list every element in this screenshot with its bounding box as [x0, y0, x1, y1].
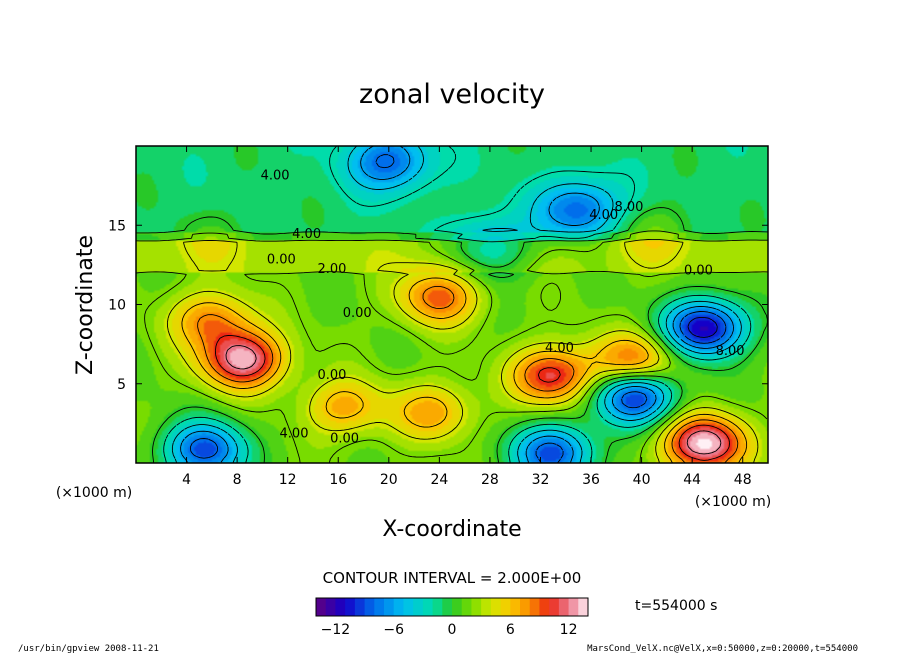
time-text: t=554000 s — [635, 598, 717, 614]
contour-label: 0.00 — [317, 368, 346, 383]
colorbar-swatch — [403, 598, 414, 616]
colorbar-swatch — [500, 598, 511, 616]
colorbar-swatch — [345, 598, 356, 616]
colorbar-swatch — [568, 598, 579, 616]
colorbar-swatch — [354, 598, 366, 616]
colorbar-swatch — [316, 598, 327, 616]
colorbar-swatch — [452, 598, 463, 616]
colorbar-tick-label: 6 — [506, 622, 515, 638]
colorbar-swatch — [510, 598, 521, 616]
x-unit-label: (×1000 m) — [695, 494, 771, 510]
colorbar-swatch — [471, 598, 482, 616]
colorbar-swatch — [578, 598, 589, 616]
x-tick-label: 12 — [279, 472, 297, 488]
z-unit-label: (×1000 m) — [56, 485, 132, 501]
colorbar-swatch — [461, 598, 472, 616]
y-tick-label: 5 — [117, 377, 126, 393]
colorbar-swatch — [364, 598, 375, 616]
x-tick-label: 16 — [329, 472, 347, 488]
x-tick-label: 36 — [582, 472, 600, 488]
y-axis-label: Z-coordinate — [73, 235, 98, 375]
colorbar-swatch — [481, 598, 492, 616]
colorbar-swatch — [432, 598, 443, 616]
footer-right: MarsCond_VelX.nc@VelX,x=0:50000,z=0:2000… — [587, 644, 858, 654]
colorbar-swatch — [549, 598, 560, 616]
x-tick-label: 40 — [633, 472, 651, 488]
contour-label: 8.00 — [614, 200, 643, 215]
contour-label: 0.00 — [343, 306, 372, 321]
x-tick-label: 4 — [182, 472, 191, 488]
contour-label: 0.00 — [267, 252, 296, 267]
colorbar-swatch — [374, 598, 385, 616]
contour-label: 4.00 — [589, 208, 618, 223]
colorbar-swatch — [384, 598, 395, 616]
y-tick-label: 15 — [108, 218, 126, 234]
colorbar-swatch — [393, 598, 404, 616]
colorbar — [316, 598, 589, 616]
colorbar-swatch — [539, 598, 550, 616]
contour-interval-text: CONTOUR INTERVAL = 2.000E+00 — [323, 569, 582, 587]
x-tick-label: 20 — [380, 472, 398, 488]
y-tick-label: 10 — [108, 298, 126, 314]
contour-positive — [136, 207, 768, 463]
colorbar-swatch — [325, 598, 336, 616]
colorbar-swatch — [413, 598, 424, 616]
contour-labels: 4.00 4.00 0.00 2.00 0.00 0.00 4.00 0.00 4.00 4.00… — [261, 168, 745, 446]
contour-label: 0.00 — [684, 263, 713, 278]
colorbar-swatch — [520, 598, 531, 616]
colorbar-tick-label: 12 — [560, 622, 578, 638]
x-tick-label: 8 — [233, 472, 242, 488]
chart-title: zonal velocity — [359, 79, 545, 110]
colorbar-frame — [315, 597, 589, 617]
footer-left: /usr/bin/gpview 2008-11-21 — [18, 644, 159, 654]
contour-label: 0.00 — [330, 431, 359, 446]
contour-label: 4.00 — [261, 168, 290, 183]
x-axis-label: X-coordinate — [382, 517, 521, 542]
colorbar-tick-label: 0 — [448, 622, 457, 638]
contour-label: 8.00 — [716, 344, 745, 359]
colorbar-swatch — [490, 598, 502, 616]
colorbar-swatch — [422, 598, 434, 616]
contour-label: 2.00 — [317, 262, 346, 277]
heatmap-field — [136, 146, 768, 463]
colorbar-tick-label: −6 — [383, 622, 404, 638]
colorbar-swatch — [442, 598, 453, 616]
contour-label: 4.00 — [292, 227, 321, 242]
contour-label: 4.00 — [280, 427, 309, 442]
x-tick-label: 28 — [481, 472, 499, 488]
colorbar-ticks: −12 −6 0 6 12 — [321, 622, 578, 638]
x-tick-label: 44 — [683, 472, 701, 488]
contour-lines — [136, 146, 768, 463]
colorbar-swatch — [529, 598, 540, 616]
contour-negative — [163, 146, 752, 463]
colorbar-swatch — [558, 598, 570, 616]
contour-label: 4.00 — [545, 341, 574, 356]
colorbar-swatch — [335, 598, 346, 616]
x-tick-label: 32 — [532, 472, 550, 488]
x-tick-label: 48 — [734, 472, 752, 488]
x-tick-label: 24 — [430, 472, 448, 488]
colorbar-tick-label: −12 — [321, 622, 351, 638]
